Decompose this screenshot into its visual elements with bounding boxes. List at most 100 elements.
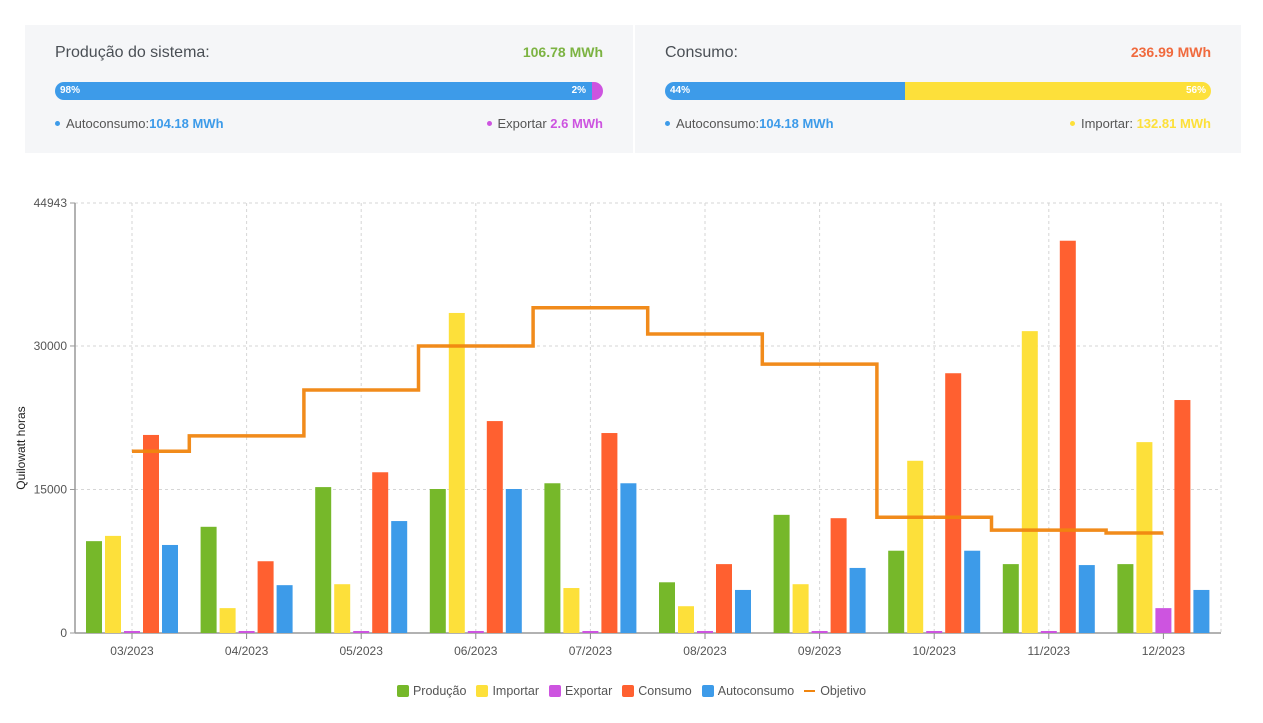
- x-tick-label: 03/2023: [110, 644, 154, 658]
- production-total: 106.78 MWh: [522, 44, 603, 60]
- consumption-autoconsumo-legend: Autoconsumo:104.18 MWh: [665, 116, 834, 131]
- bar-consumo: [143, 434, 159, 633]
- x-tick-label: 10/2023: [913, 644, 957, 658]
- consumption-autoconsumo-value: 104.18 MWh: [759, 116, 834, 131]
- consumption-autoconsumo-percent: 44%: [670, 85, 691, 96]
- consumption-import-value: 132.81 MWh: [1136, 116, 1211, 131]
- legend-label: Autoconsumo:: [66, 116, 150, 131]
- bar-consumo: [830, 518, 847, 633]
- bar-produção: [86, 541, 102, 633]
- bar-autoconsumo: [162, 544, 178, 633]
- consumption-import-legend: Importar: 132.81 MWh: [1069, 116, 1211, 131]
- consumption-import-percent: 56%: [1185, 85, 1206, 96]
- production-export-value: 2.6 MWh: [550, 116, 603, 131]
- bar-autoconsumo: [276, 585, 293, 633]
- legend-item-importar[interactable]: Importar: [476, 684, 539, 698]
- production-autoconsumo-segment: 98% 2%: [55, 82, 593, 100]
- legend-swatch-icon: [396, 685, 409, 697]
- bar-importar: [1136, 442, 1153, 633]
- x-tick-label: 12/2023: [1142, 644, 1186, 658]
- chart-legend: Produção Importar Exportar Consumo Autoconsu…: [0, 684, 1263, 698]
- grid: [75, 202, 1222, 633]
- bar-autoconsumo: [1193, 589, 1210, 633]
- bar-exportar: [697, 631, 713, 633]
- bar-consumo: [945, 373, 962, 633]
- x-tick-label: 07/2023: [569, 644, 613, 658]
- legend-label: Autoconsumo: [717, 684, 795, 698]
- x-tick-label: 09/2023: [798, 644, 842, 658]
- bar-importar: [792, 584, 809, 633]
- bar-importar: [105, 535, 121, 633]
- legend-label: Consumo: [638, 684, 692, 698]
- bar-produção: [1117, 564, 1134, 633]
- bar-consumo: [1174, 400, 1191, 633]
- autoconsumo-dot-icon: [665, 121, 670, 127]
- bar-exportar: [124, 631, 140, 633]
- bar-importar: [907, 460, 924, 633]
- bar-produção: [200, 526, 217, 633]
- production-autoconsumo-value: 104.18 MWh: [149, 116, 224, 131]
- legend-item-exportar[interactable]: Exportar: [549, 684, 612, 698]
- y-axis-label: Quilowatt horas: [14, 406, 28, 489]
- legend-item-produção[interactable]: Produção: [396, 684, 466, 698]
- import-dot-icon: [1069, 121, 1075, 127]
- production-export-legend: Exportar 2.6 MWh: [486, 116, 603, 131]
- y-tick-label: 0: [60, 626, 67, 640]
- legend-item-autoconsumo[interactable]: Autoconsumo: [701, 684, 795, 698]
- bar-exportar: [1155, 608, 1172, 633]
- legend-swatch-icon: [622, 685, 635, 697]
- y-tick-label: 15000: [34, 482, 68, 496]
- x-tick-label: 05/2023: [340, 644, 384, 658]
- y-tick-label: 30000: [34, 339, 68, 353]
- legend-label: Importar:: [1080, 116, 1137, 131]
- y-tick-label: 44943: [34, 196, 68, 210]
- legend-label: Exportar: [497, 116, 551, 131]
- bar-autoconsumo: [964, 550, 981, 633]
- summary-panel: Produção do sistema: 106.78 MWh 98% 2% A…: [25, 25, 1241, 153]
- x-tick-label: 08/2023: [683, 644, 727, 658]
- bar-produção: [1002, 564, 1019, 633]
- bar-exportar: [582, 631, 599, 633]
- consumption-card: Consumo: 236.99 MWh 44% 56% Autoconsumo:…: [633, 25, 1241, 153]
- production-export-percent: 2%: [571, 85, 587, 96]
- bar-produção: [315, 487, 332, 633]
- energy-bar-chart: 0 15000 30000 44943 03/2023 04/2023 05/2023 06/…: [14, 196, 1222, 658]
- bar-exportar: [926, 631, 943, 633]
- bar-importar: [678, 606, 694, 633]
- x-tick-label: 04/2023: [225, 644, 269, 658]
- bar-autoconsumo: [735, 589, 751, 633]
- bar-importar: [563, 588, 580, 633]
- legend-item-consumo[interactable]: Consumo: [622, 684, 692, 698]
- production-progress-bar: 98% 2%: [55, 82, 603, 100]
- bar-consumo: [372, 472, 389, 633]
- legend-label: Importar: [492, 684, 539, 698]
- bar-exportar: [467, 631, 484, 633]
- consumption-progress-bar: 44% 56%: [665, 82, 1211, 100]
- bar-consumo: [486, 421, 503, 633]
- bar-autoconsumo: [849, 567, 866, 633]
- objective-step-line: [132, 305, 1164, 535]
- bar-produção: [429, 489, 446, 633]
- legend-swatch-icon: [476, 685, 489, 697]
- export-dot-icon: [486, 121, 492, 127]
- bar-consumo: [257, 561, 274, 633]
- bar-importar: [1021, 331, 1038, 633]
- legend-label: Objetivo: [820, 684, 867, 698]
- production-autoconsumo-legend: Autoconsumo:104.18 MWh: [55, 116, 224, 131]
- legend-label: Autoconsumo:: [676, 116, 760, 131]
- bar-produção: [544, 483, 561, 633]
- bar-autoconsumo: [1078, 565, 1095, 633]
- production-export-segment: [592, 82, 603, 100]
- bar-autoconsumo: [505, 489, 522, 633]
- bar-importar: [334, 584, 351, 633]
- legend-item-objetivo[interactable]: Objetivo: [804, 684, 866, 698]
- x-tick-label: 06/2023: [454, 644, 498, 658]
- bars: [86, 240, 1210, 633]
- bar-produção: [888, 550, 905, 633]
- bar-autoconsumo: [620, 483, 637, 633]
- production-autoconsumo-percent: 98%: [60, 85, 81, 96]
- objective-line: [132, 305, 1164, 535]
- bar-importar: [219, 608, 236, 633]
- autoconsumo-dot-icon: [55, 121, 60, 127]
- consumption-title: Consumo:: [665, 44, 738, 61]
